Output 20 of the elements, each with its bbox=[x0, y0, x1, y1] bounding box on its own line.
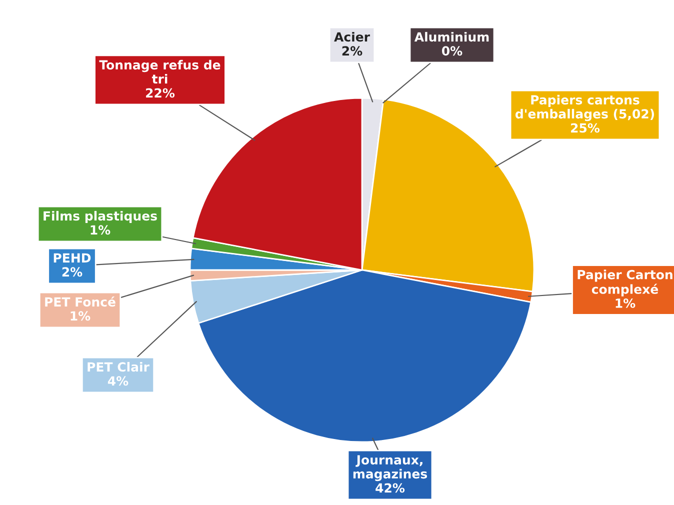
slice-label: Papier Carton complexé bbox=[578, 270, 672, 296]
data-label: 4% bbox=[108, 376, 128, 386]
data-label: 22% bbox=[146, 88, 175, 98]
slice-label: PET Clair bbox=[88, 362, 150, 372]
data-label: 2% bbox=[62, 267, 82, 277]
data-label: 25% bbox=[571, 123, 600, 133]
slice-label: PET Foncé bbox=[45, 296, 116, 307]
slice-label: Films plastiques bbox=[44, 210, 157, 224]
data-label: 2% bbox=[342, 46, 362, 56]
slice-label: PEHD bbox=[54, 253, 91, 262]
slice-label: Journaux, magazines bbox=[353, 455, 428, 482]
data-label: 1% bbox=[616, 298, 636, 308]
slice-label: Acier bbox=[334, 32, 370, 42]
data-label: 42% bbox=[376, 483, 405, 493]
data-label: 1% bbox=[90, 225, 110, 235]
slice-label: Papiers cartons d'emballages (5,02) bbox=[515, 94, 654, 122]
text: 0% bbox=[442, 46, 462, 56]
data-label: 1% bbox=[70, 311, 90, 321]
category-label: Aluminium bbox=[414, 32, 489, 42]
slice-label: Tonnage refus de tri bbox=[99, 60, 220, 84]
